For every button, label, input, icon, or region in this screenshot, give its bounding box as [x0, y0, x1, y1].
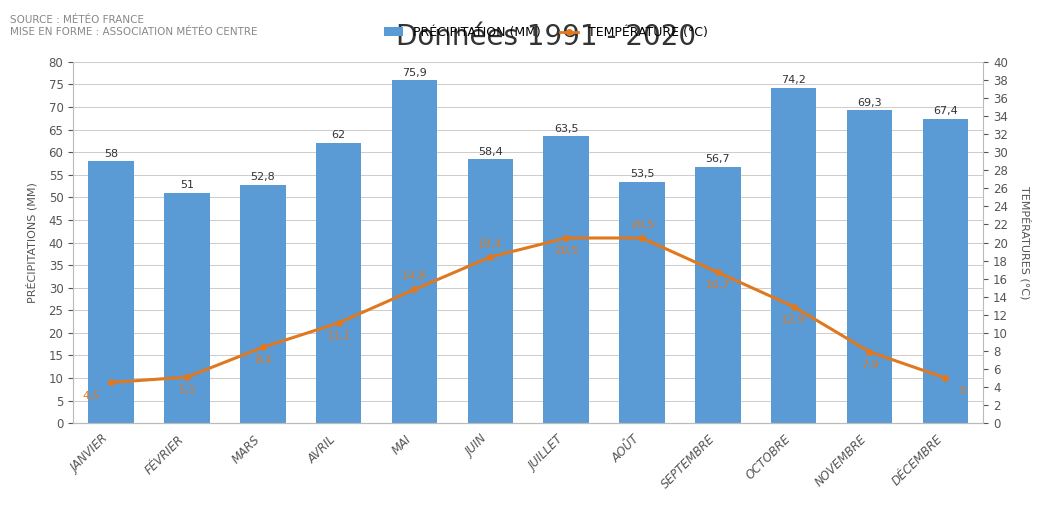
- Text: 53,5: 53,5: [630, 169, 654, 179]
- Text: 52,8: 52,8: [250, 172, 275, 182]
- Bar: [544, 136, 589, 423]
- Bar: [164, 193, 209, 423]
- Text: 69,3: 69,3: [857, 98, 882, 107]
- Y-axis label: TEMPÉRATURES (°C): TEMPÉRATURES (°C): [1019, 186, 1030, 299]
- Text: 4,5: 4,5: [83, 391, 99, 400]
- Bar: [88, 161, 134, 423]
- Text: 63,5: 63,5: [554, 124, 578, 134]
- Text: 20,5: 20,5: [553, 246, 578, 256]
- Text: 5: 5: [959, 386, 965, 396]
- Text: 67,4: 67,4: [933, 106, 958, 116]
- Text: 14,8: 14,8: [402, 271, 427, 281]
- Text: 20,5: 20,5: [630, 220, 655, 230]
- Text: 74,2: 74,2: [781, 75, 806, 86]
- Legend: PRÉCIPITATION (MM), TEMPÉRATURE (°C): PRÉCIPITATION (MM), TEMPÉRATURE (°C): [380, 21, 713, 44]
- Bar: [391, 80, 437, 423]
- Text: 58: 58: [104, 149, 118, 158]
- Text: 18,4: 18,4: [478, 239, 503, 249]
- Y-axis label: PRÉCIPITATIONS (MM): PRÉCIPITATIONS (MM): [26, 182, 38, 303]
- Bar: [695, 167, 741, 423]
- Text: 58,4: 58,4: [478, 147, 503, 157]
- Text: 51: 51: [180, 180, 194, 190]
- Text: 11,1: 11,1: [326, 331, 350, 341]
- Bar: [771, 88, 816, 423]
- Text: 5,1: 5,1: [178, 385, 196, 395]
- Bar: [316, 143, 361, 423]
- Text: 62: 62: [332, 131, 346, 140]
- Bar: [923, 119, 968, 423]
- Text: 8,4: 8,4: [254, 356, 272, 365]
- Text: SOURCE : MÉTÉO FRANCE
MISE EN FORME : ASSOCIATION MÉTÉO CENTRE: SOURCE : MÉTÉO FRANCE MISE EN FORME : AS…: [10, 15, 258, 37]
- Text: 16,7: 16,7: [705, 281, 730, 291]
- Bar: [240, 185, 286, 423]
- Text: 56,7: 56,7: [705, 154, 730, 165]
- Bar: [468, 159, 513, 423]
- Text: 12,9: 12,9: [781, 315, 806, 325]
- Bar: [846, 110, 892, 423]
- Bar: [619, 182, 664, 423]
- Text: 7,9: 7,9: [861, 360, 879, 370]
- Text: 75,9: 75,9: [402, 68, 427, 78]
- Title: Données 1991 - 2020: Données 1991 - 2020: [396, 23, 697, 51]
